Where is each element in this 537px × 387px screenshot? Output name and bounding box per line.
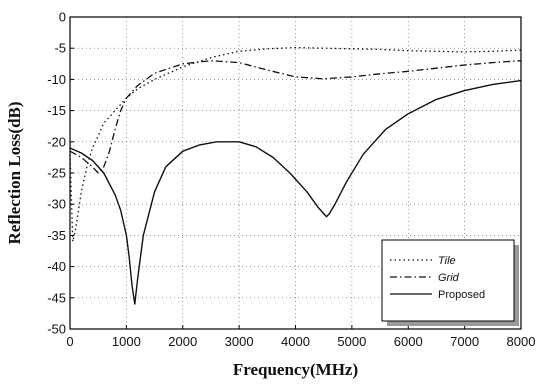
- y-tick-label: -40: [47, 259, 66, 274]
- series-layer: [69, 46, 522, 305]
- x-tick-label: 7000: [450, 334, 479, 349]
- legend-label-tile: Tile: [438, 255, 456, 267]
- y-tick-label: -35: [47, 228, 66, 243]
- x-tick-label: 3000: [225, 334, 254, 349]
- x-axis-title: Frequency(MHz): [233, 360, 358, 379]
- y-tick-label: 0: [59, 10, 66, 25]
- x-tick-label: 2000: [168, 334, 197, 349]
- y-axis-title: Reflection Loss(dB): [5, 101, 24, 244]
- y-tick-label: -45: [47, 290, 66, 305]
- y-tick-label: -30: [47, 197, 66, 212]
- y-tick-label: -10: [47, 72, 66, 87]
- y-tick-label: -5: [54, 41, 66, 56]
- legend-label-proposed: Proposed: [438, 289, 485, 301]
- tick-layer: 0 1000 2000 3000 4000 5000 6000 7000 8000 0 -5 -10 -…: [47, 10, 535, 350]
- series-line-proposed: [69, 79, 522, 305]
- x-tick-label: 0: [66, 334, 73, 349]
- y-tick-label: -25: [47, 166, 66, 181]
- y-tick-label: -15: [47, 103, 66, 118]
- legend-box: [381, 239, 515, 322]
- x-tick-label: 5000: [337, 334, 366, 349]
- x-tick-label: 4000: [281, 334, 310, 349]
- y-tick-label: -20: [47, 134, 66, 149]
- series-line-grid: [69, 60, 522, 174]
- x-tick-label: 6000: [394, 334, 423, 349]
- x-tick-label: 1000: [112, 334, 141, 349]
- series-line-tile: [69, 46, 522, 243]
- legend: Tile Grid Proposed: [381, 239, 519, 326]
- x-tick-label: 8000: [507, 334, 536, 349]
- y-tick-label: -50: [47, 322, 66, 337]
- legend-label-grid: Grid: [438, 272, 460, 284]
